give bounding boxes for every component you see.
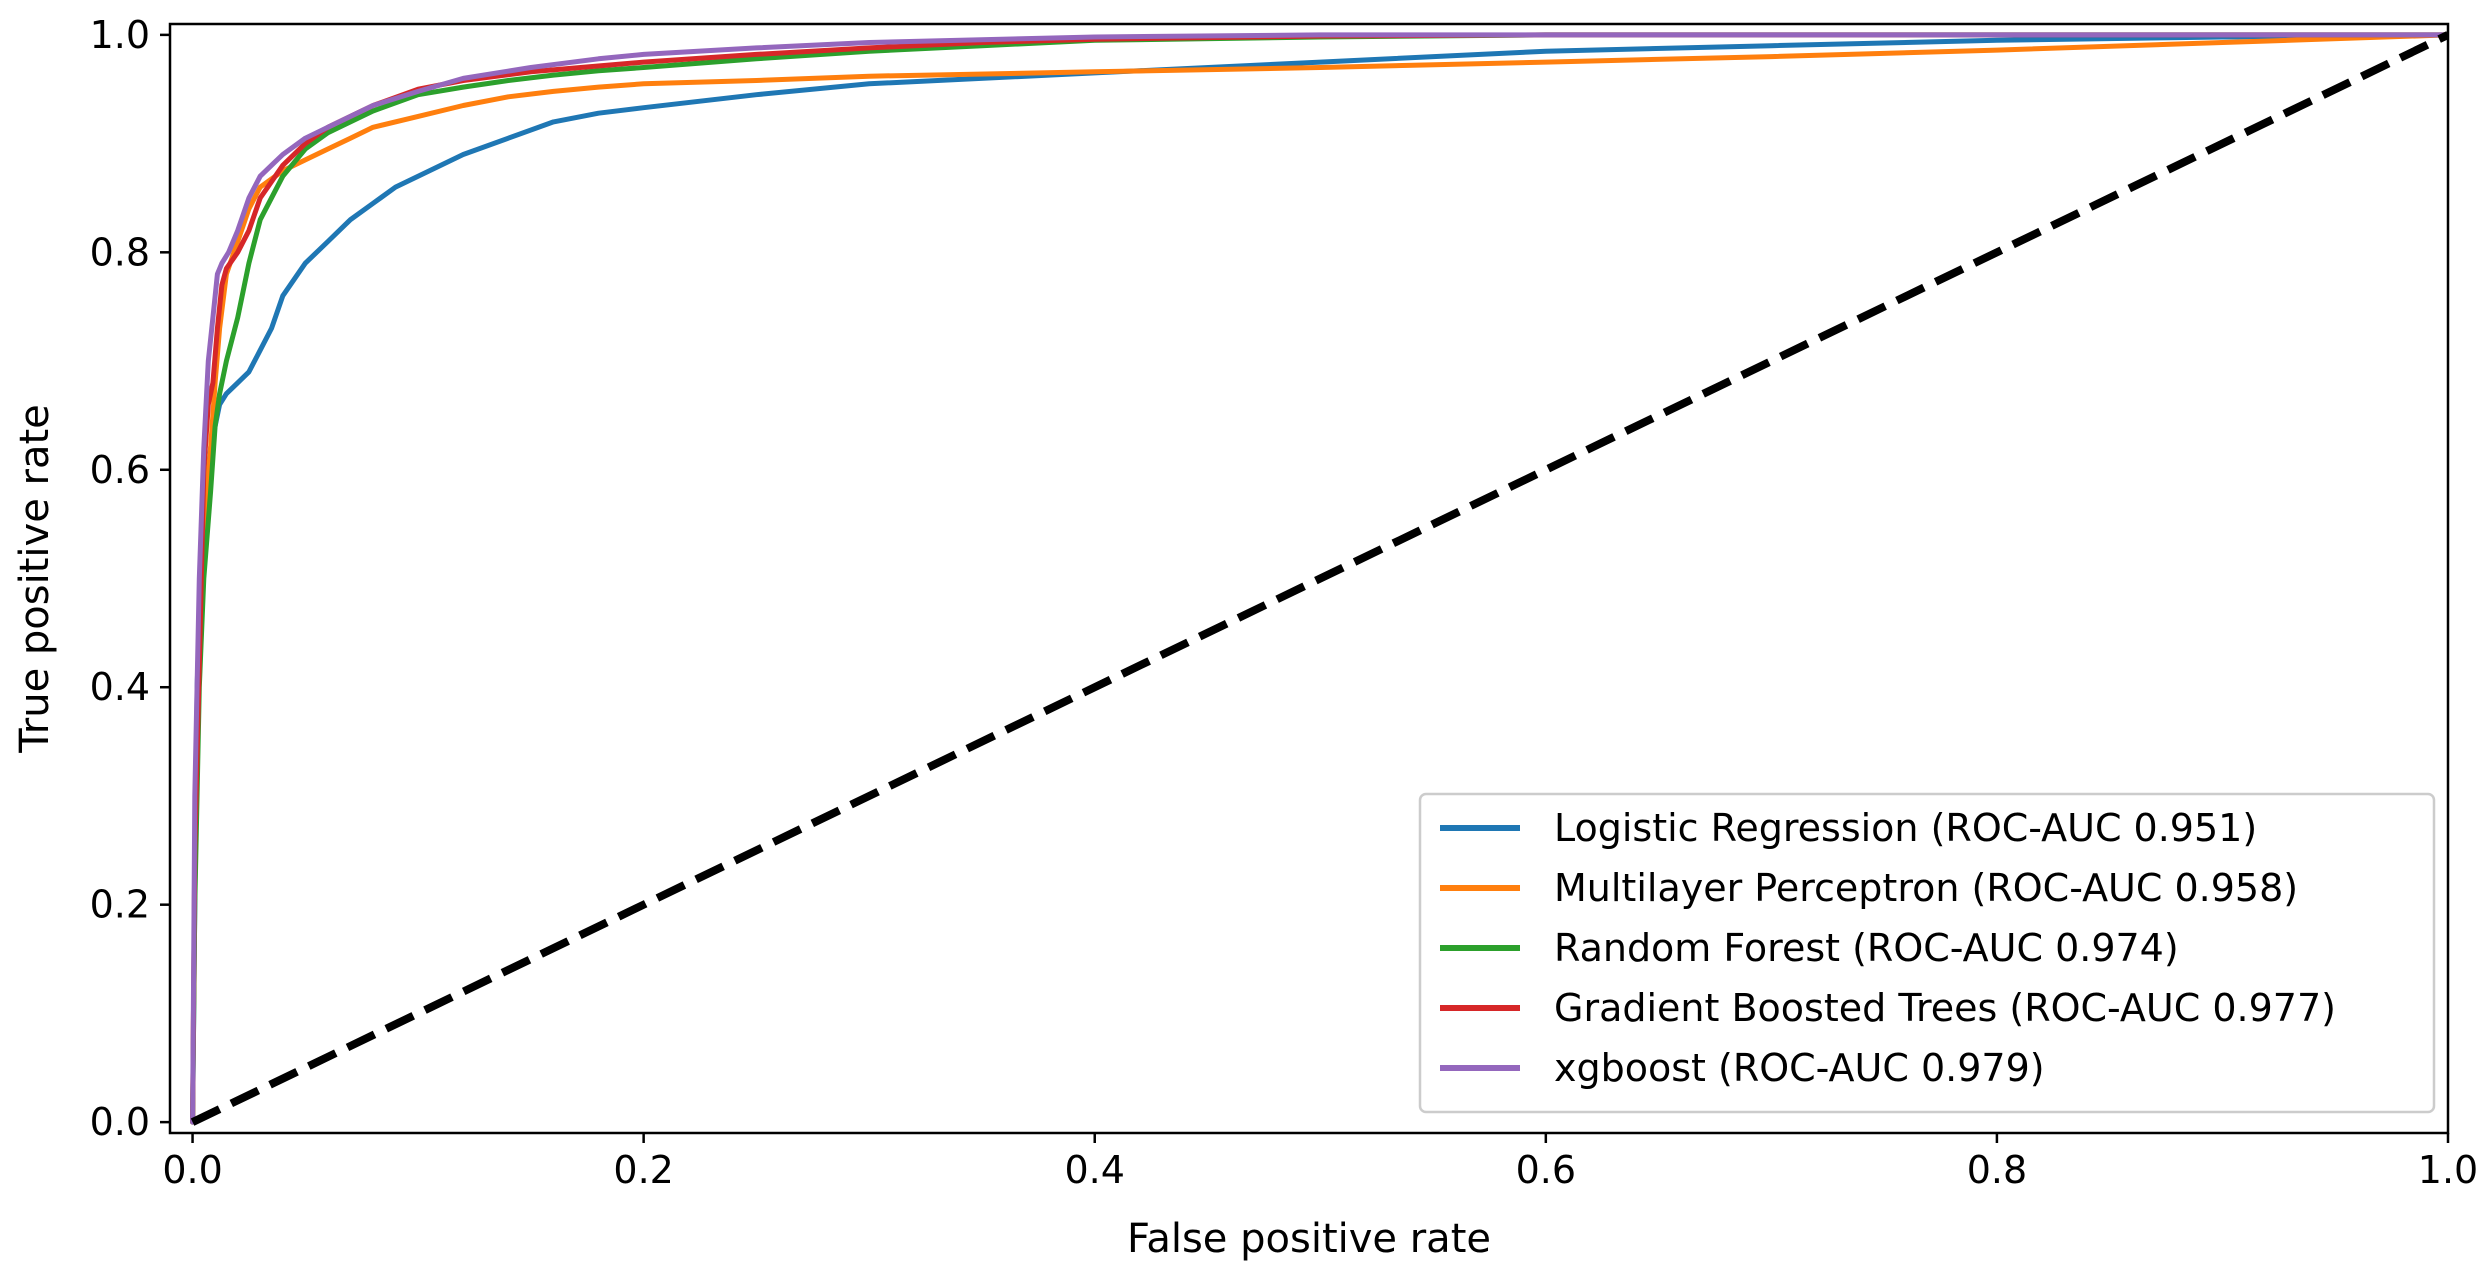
- y-tick-label: 0.8: [90, 230, 150, 274]
- plot-area: [190, 31, 2448, 1126]
- x-tick-label: 0.6: [1516, 1148, 1576, 1192]
- axes: 0.0 0.2 0.4 0.6 0.8 1.0 0.0 0.2 0.4 0.6 0.8 1.0: [90, 13, 2476, 1192]
- x-tick-label: 1.0: [2418, 1148, 2476, 1192]
- legend-label-4: Gradient Boosted Trees (ROC-AUC 0.977): [1554, 986, 2336, 1030]
- series-line-5: [190, 32, 2448, 1125]
- y-tick-label: 1.0: [90, 13, 150, 57]
- x-tick-label: 0.0: [162, 1148, 222, 1192]
- y-tick-label: 0.6: [90, 448, 150, 492]
- legend-label-2: Multilayer Perceptron (ROC-AUC 0.958): [1554, 866, 2298, 910]
- x-axis-label: False positive rate: [1127, 1216, 1491, 1262]
- y-tick-label: 0.2: [90, 883, 150, 927]
- legend-label-5: xgboost (ROC-AUC 0.979): [1554, 1046, 2045, 1090]
- legend-frame: [1418, 792, 2436, 1114]
- reference-diagonal-line: [190, 31, 2448, 1126]
- legend-label-1: Logistic Regression (ROC-AUC 0.951): [1554, 806, 2257, 850]
- y-axis-label: True positive rate: [12, 404, 58, 754]
- y-tick-label: 0.0: [90, 1100, 150, 1144]
- axes-frame: [168, 22, 2450, 1135]
- x-tick-label: 0.2: [613, 1148, 673, 1192]
- x-tick-label: 0.8: [1967, 1148, 2027, 1192]
- series-line-4: [190, 32, 2448, 1125]
- x-tick-label: 0.4: [1065, 1148, 1125, 1192]
- y-tick-label: 0.4: [90, 665, 150, 709]
- legend: Logistic Regression (ROC-AUC 0.951) Multi…: [1418, 792, 2436, 1114]
- legend-label-3: Random Forest (ROC-AUC 0.974): [1554, 926, 2179, 970]
